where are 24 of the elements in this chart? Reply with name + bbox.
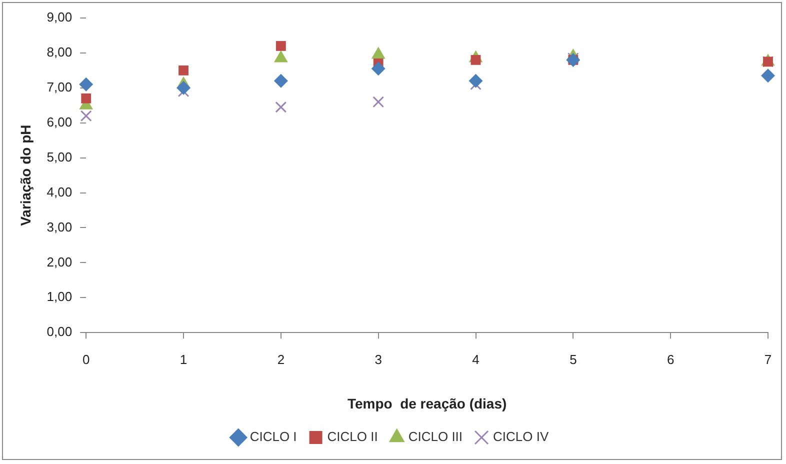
y-tick-label: 8,00 bbox=[46, 44, 72, 60]
y-tick-label: 1,00 bbox=[46, 289, 72, 304]
y-tick-label: 4,00 bbox=[46, 184, 72, 200]
legend-label: CICLO I bbox=[250, 429, 297, 444]
y-tick-label: 7,00 bbox=[46, 79, 72, 94]
y-tick-label: 9,00 bbox=[46, 10, 72, 25]
y-tick-label: 6,00 bbox=[46, 114, 72, 130]
x-tick-label: 6 bbox=[666, 352, 674, 367]
y-tick-label: 5,00 bbox=[46, 149, 72, 164]
legend-label: CICLO III bbox=[408, 429, 463, 444]
x-tick-label: 7 bbox=[764, 352, 772, 367]
legend-label: CICLO IV bbox=[493, 429, 549, 444]
x-tick-label: 0 bbox=[82, 352, 90, 367]
y-tick-label: 2,00 bbox=[46, 254, 72, 270]
x-tick-label: 4 bbox=[472, 352, 480, 367]
x-axis-title: Tempo de reação (dias) bbox=[347, 395, 507, 412]
y-axis-title: Variação do pH bbox=[17, 124, 34, 226]
x-tick-label: 1 bbox=[180, 352, 188, 367]
x-tick-label: 3 bbox=[374, 352, 382, 367]
x-tick-label: 2 bbox=[277, 352, 285, 367]
x-tick-label: 5 bbox=[570, 352, 577, 367]
y-tick-label: 3,00 bbox=[46, 219, 72, 234]
legend-label: CICLO II bbox=[327, 429, 378, 444]
y-tick-label: 0,00 bbox=[46, 324, 72, 340]
